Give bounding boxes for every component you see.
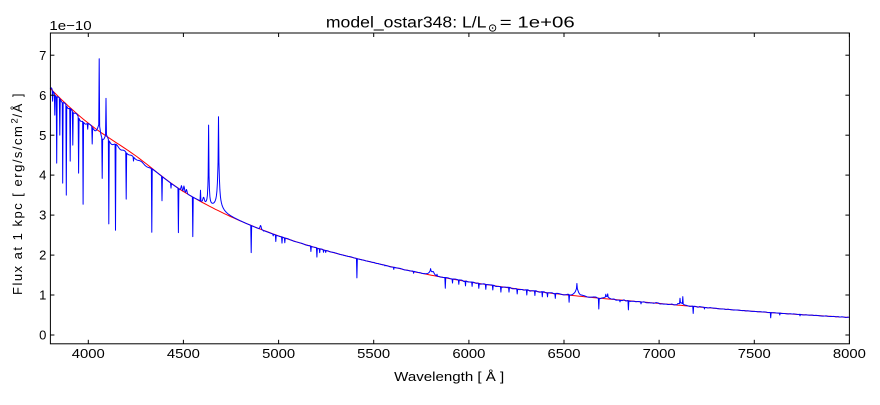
svg-text:/Å ]: /Å ]: [10, 92, 25, 118]
svg-text:2: 2: [10, 118, 21, 123]
svg-text:Flux at 1 kpc [ erg/s/cm: Flux at 1 kpc [ erg/s/cm: [10, 125, 25, 295]
svg-text:2: 2: [39, 248, 46, 263]
svg-text:5: 5: [39, 128, 46, 143]
svg-text:= 1e+06: = 1e+06: [500, 14, 575, 31]
svg-text:5000: 5000: [262, 346, 295, 361]
svg-text:3: 3: [39, 208, 46, 223]
svg-text:5500: 5500: [357, 346, 390, 361]
svg-text:1e−10: 1e−10: [49, 18, 91, 33]
svg-text:7000: 7000: [643, 346, 676, 361]
svg-text:0: 0: [39, 328, 46, 343]
svg-text:6: 6: [39, 88, 46, 103]
svg-text:model_ostar348: L/L: model_ostar348: L/L: [326, 14, 487, 31]
svg-text:4: 4: [39, 168, 46, 183]
svg-text:1: 1: [39, 288, 46, 303]
svg-text:6500: 6500: [548, 346, 581, 361]
svg-text:8000: 8000: [833, 346, 866, 361]
svg-text:Wavelength [ Å ]: Wavelength [ Å ]: [394, 369, 504, 384]
svg-text:4000: 4000: [72, 346, 105, 361]
svg-text:4500: 4500: [167, 346, 200, 361]
svg-text:7: 7: [39, 48, 46, 63]
svg-text:7500: 7500: [738, 346, 771, 361]
svg-text:6000: 6000: [452, 346, 485, 361]
